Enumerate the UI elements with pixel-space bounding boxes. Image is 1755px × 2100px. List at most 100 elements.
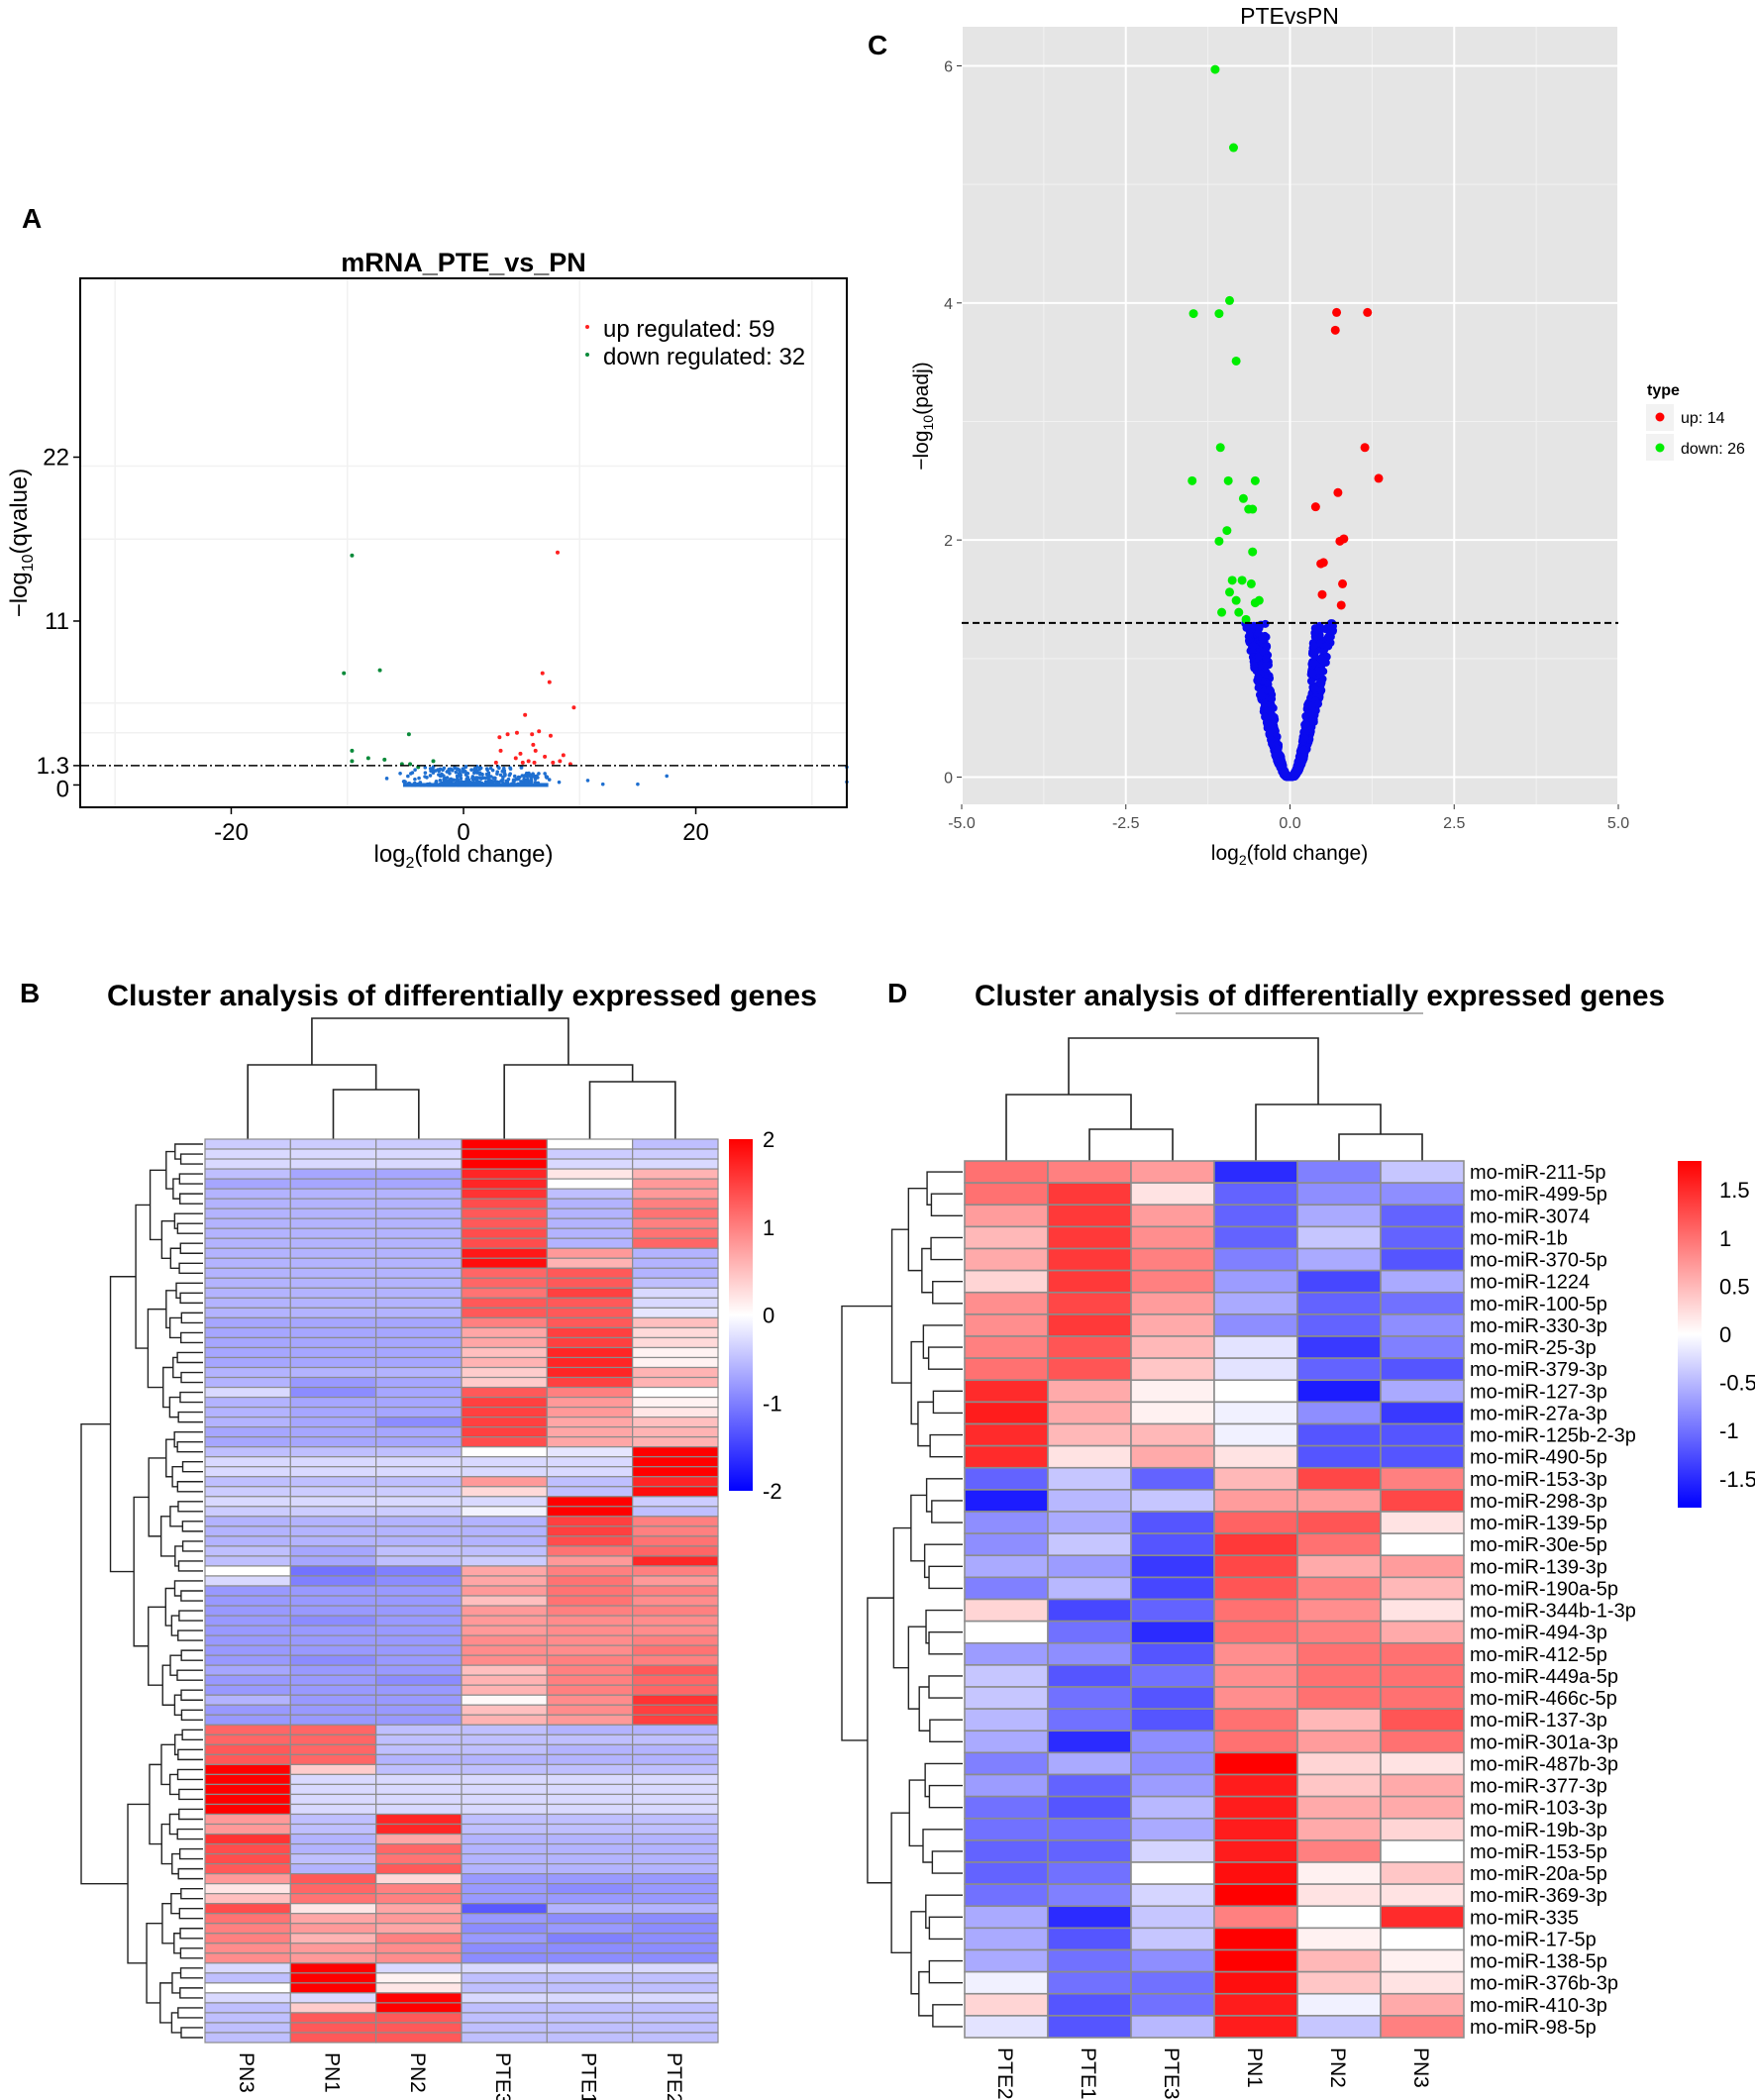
row-label: mo-miR-19b-3p: [1470, 1820, 1607, 1841]
heatmap-cell: [1380, 1861, 1465, 1885]
dendrogram-branch: [918, 1686, 930, 1732]
heatmap-cell: [964, 1160, 1049, 1184]
heatmap-cell: [204, 1565, 291, 1577]
heatmap-cell: [1296, 1730, 1382, 1754]
heatmap-cell: [964, 1532, 1049, 1557]
heatmap-cell: [1213, 1357, 1298, 1382]
heatmap-cell: [632, 1178, 719, 1190]
heatmap-cell: [289, 1188, 377, 1200]
heatmap-cell: [1213, 1554, 1298, 1579]
heatmap-cell: [1047, 1269, 1132, 1294]
heatmap-cell: [632, 1516, 719, 1527]
row-label: mo-miR-494-3p: [1470, 1623, 1607, 1644]
column-label: PTE2: [663, 2052, 685, 2100]
data-point: [477, 772, 482, 777]
heatmap-cell: [289, 1516, 377, 1527]
heatmap-cell: [1047, 1247, 1132, 1272]
heatmap-cell: [632, 1753, 719, 1765]
dendrogram-branch: [932, 2004, 963, 2028]
heatmap-cell: [964, 1379, 1049, 1404]
dendrogram-branch: [173, 1430, 203, 1448]
heatmap-cell: [204, 1823, 291, 1836]
row-label: mo-miR-103-3p: [1470, 1798, 1607, 1820]
heatmap-cell: [204, 1664, 291, 1676]
heatmap-cell: [204, 1426, 291, 1438]
heatmap-cell: [461, 1962, 548, 1974]
heatmap-cell: [204, 1933, 291, 1944]
row-label: mo-miR-153-3p: [1470, 1469, 1607, 1491]
heatmap-cell: [546, 1247, 634, 1259]
heatmap-cell: [461, 1803, 548, 1816]
heatmap-cell: [204, 1237, 291, 1249]
heatmap-cell: [204, 1436, 291, 1448]
heatmap-cell: [632, 1366, 719, 1379]
heatmap-cell: [204, 1456, 291, 1468]
heatmap-cell: [1296, 1686, 1382, 1710]
heatmap-cell: [289, 1962, 377, 1974]
heatmap-cell: [1047, 1708, 1132, 1732]
data-point-down: [382, 757, 387, 762]
heatmap-cell: [964, 1269, 1049, 1294]
dendrogram-branch: [180, 1887, 203, 1900]
heatmap-cell: [632, 1595, 719, 1607]
heatmap-cell: [375, 1466, 463, 1478]
heatmap-cell: [1130, 1970, 1215, 1995]
heatmap-cell: [461, 1595, 548, 1607]
heatmap-cell: [964, 1357, 1049, 1382]
heatmap-cell: [632, 1356, 719, 1369]
data-point: [440, 772, 444, 777]
dendrogram-branch: [177, 1629, 203, 1641]
heatmap-cell: [1296, 1532, 1382, 1557]
heatmap-cell: [204, 1625, 291, 1636]
heatmap-cell: [1296, 1664, 1382, 1688]
heatmap-cell: [461, 1903, 548, 1915]
heatmap-cell: [546, 1842, 634, 1855]
heatmap-cell: [632, 1625, 719, 1636]
heatmap-cell: [375, 1923, 463, 1935]
dendrogram-branch: [181, 1461, 203, 1473]
heatmap-cell: [632, 1168, 719, 1180]
dendrogram-branch: [173, 1694, 182, 1716]
color-scale-tick-label: -1: [1719, 1418, 1739, 1443]
heatmap-cell: [632, 1466, 719, 1478]
heatmap-cell: [546, 1188, 634, 1200]
heatmap-cell: [375, 2032, 463, 2044]
data-point: [413, 768, 417, 772]
dendrogram-branch: [332, 1089, 420, 1139]
data-point-up: [561, 753, 566, 758]
heatmap-cell: [289, 1168, 377, 1180]
data-point-band: [403, 783, 549, 788]
dendrogram-branch: [177, 1501, 203, 1513]
color-scale-tick-label: 1: [763, 1215, 774, 1240]
heatmap-cell: [964, 1554, 1049, 1579]
column-dendrogram: [1005, 1037, 1423, 1161]
heatmap-cell: [1213, 1576, 1298, 1601]
heatmap-cell: [632, 1406, 719, 1418]
heatmap-cell: [546, 1376, 634, 1389]
heatmap-cell: [964, 1686, 1049, 1710]
data-point: [423, 766, 428, 770]
heatmap-cell: [461, 1486, 548, 1498]
dendrogram-branch: [176, 1768, 203, 1781]
heatmap-cell: [1213, 1927, 1298, 1951]
heatmap-cell: [1047, 1160, 1132, 1184]
heatmap-cell: [632, 1992, 719, 2004]
data-point: [1317, 686, 1326, 695]
heatmap-cell: [964, 1247, 1049, 1272]
heatmap-cell: [1380, 1927, 1465, 1951]
heatmap-cell: [1213, 1379, 1298, 1404]
heatmap-cell: [461, 1168, 548, 1180]
heatmap-cell: [632, 1506, 719, 1518]
heatmap-cell: [289, 2012, 377, 2024]
data-point: [1307, 717, 1316, 726]
heatmap-cell: [632, 1138, 719, 1150]
heatmap-cell: [546, 1178, 634, 1190]
heatmap-cell: [289, 1198, 377, 1209]
heatmap-cell: [461, 1664, 548, 1676]
heatmap-cell: [546, 1198, 634, 1209]
data-point-up: [543, 754, 548, 759]
heatmap-cell: [461, 1783, 548, 1796]
heatmap-cell: [461, 1247, 548, 1259]
data-point-down: [1223, 475, 1233, 485]
